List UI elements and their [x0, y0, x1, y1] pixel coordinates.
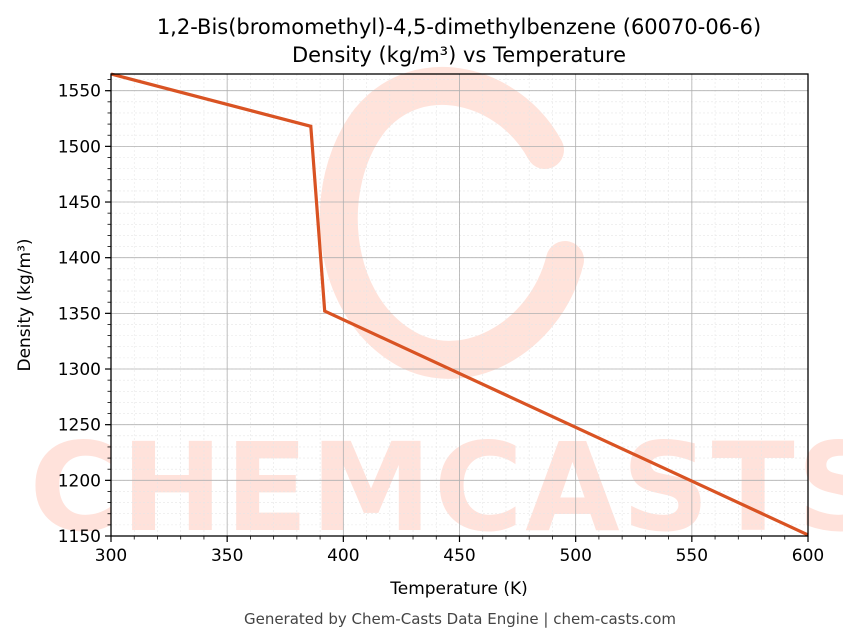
x-axis-label: Temperature (K)	[389, 579, 528, 599]
y-tick-label: 1150	[58, 527, 101, 547]
chart-subtitle: Density (kg/m³) vs Temperature	[292, 43, 626, 67]
y-tick-label: 1500	[58, 137, 101, 157]
density-series-line	[110, 72, 809, 537]
x-tick-label: 350	[211, 546, 243, 566]
x-tick-label: 400	[327, 546, 359, 566]
x-axis-ticks: 300 350 400 450 500 550 600	[95, 536, 824, 566]
x-tick-label: 300	[95, 546, 127, 566]
y-tick-label: 1200	[58, 471, 101, 491]
x-tick-label: 500	[559, 546, 591, 566]
y-tick-label: 1300	[58, 360, 101, 380]
y-axis-label: Density (kg/m³)	[15, 238, 35, 371]
y-axis-ticks: 1150 1200 1250 1300 1350 1400 1450 1500 1550	[58, 79, 111, 547]
footer-credit: Generated by Chem-Casts Data Engine | ch…	[244, 610, 676, 628]
watermark-logo-arc	[319, 66, 584, 379]
chart-title: 1,2-Bis(bromomethyl)-4,5-dimethylbenzene…	[157, 15, 761, 39]
y-tick-label: 1250	[58, 416, 101, 436]
x-tick-label: 550	[676, 546, 708, 566]
x-tick-label: 450	[443, 546, 475, 566]
y-tick-label: 1400	[58, 249, 101, 269]
y-tick-label: 1450	[58, 193, 101, 213]
x-tick-label: 600	[792, 546, 824, 566]
y-tick-label: 1550	[58, 82, 101, 102]
y-tick-label: 1350	[58, 304, 101, 324]
